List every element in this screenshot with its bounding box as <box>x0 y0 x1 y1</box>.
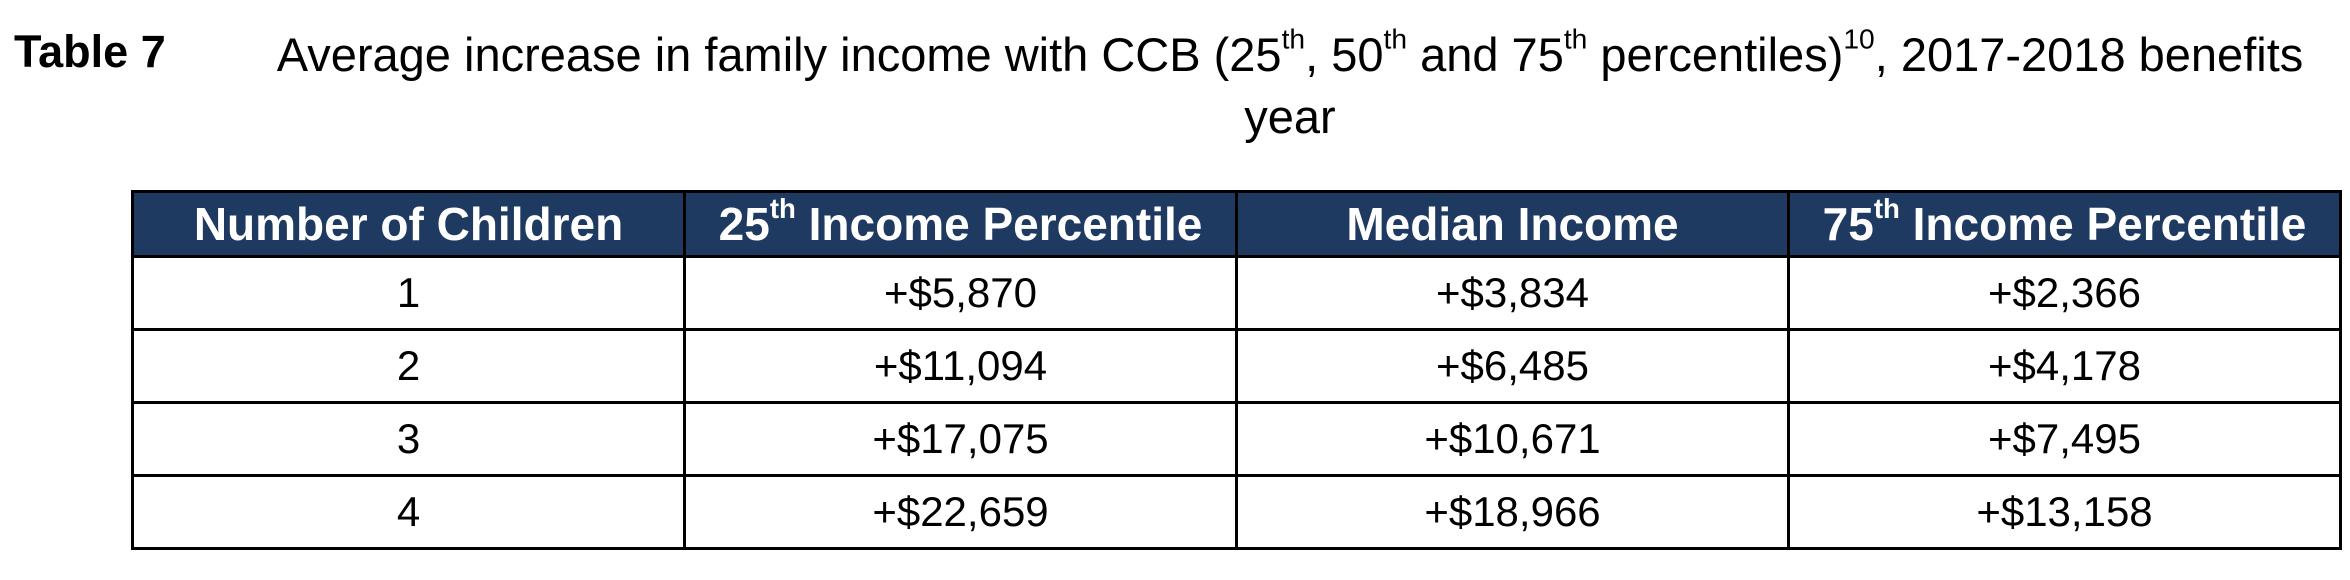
cell-75th-percentile: +$4,178 <box>1787 328 2342 404</box>
cell-75th-percentile: +$13,158 <box>1787 474 2342 550</box>
table-row: 2 +$11,094 +$6,485 +$4,178 <box>131 328 2342 404</box>
table-row: 4 +$22,659 +$18,966 +$13,158 <box>131 474 2342 550</box>
cell-median: +$3,834 <box>1235 255 1790 331</box>
cell-25th-percentile: +$22,659 <box>683 474 1238 550</box>
header-text: 75 <box>1822 198 1874 250</box>
title-text-2: , 50 <box>1305 28 1384 81</box>
cell-median: +$18,966 <box>1235 474 1790 550</box>
table-number-label: Table 7 <box>14 26 166 77</box>
header-25th-percentile: 25th Income Percentile <box>683 190 1238 258</box>
table-title: Average increase in family income with C… <box>240 24 2340 148</box>
title-text-3: and 75 <box>1407 28 1564 81</box>
header-text: 25 <box>718 198 770 250</box>
cell-75th-percentile: +$7,495 <box>1787 401 2342 477</box>
title-sup-2: th <box>1383 22 1408 55</box>
header-text: Median Income <box>1346 198 1679 250</box>
header-median-income: Median Income <box>1235 190 1790 258</box>
cell-25th-percentile: +$11,094 <box>683 328 1238 404</box>
title-sup-1: th <box>1281 22 1306 55</box>
cell-children: 2 <box>131 328 686 404</box>
table-row: 1 +$5,870 +$3,834 +$2,366 <box>131 255 2342 331</box>
title-sup-3: th <box>1563 22 1588 55</box>
cell-children: 3 <box>131 401 686 477</box>
header-number-of-children: Number of Children <box>131 190 686 258</box>
header-text-rest: Income Percentile <box>795 198 1203 250</box>
cell-75th-percentile: +$2,366 <box>1787 255 2342 331</box>
table-caption: Table 7 Average increase in family incom… <box>0 14 2350 144</box>
header-sup: th <box>769 192 796 224</box>
cell-25th-percentile: +$5,870 <box>683 255 1238 331</box>
title-text-1: Average increase in family income with C… <box>276 28 1282 81</box>
header-text-rest: Income Percentile <box>1899 198 2307 250</box>
table-header-row: Number of Children 25th Income Percentil… <box>131 190 2342 258</box>
header-text: Number of Children <box>193 198 624 250</box>
cell-children: 1 <box>131 255 686 331</box>
income-increase-table: Number of Children 25th Income Percentil… <box>131 190 2342 550</box>
table-row: 3 +$17,075 +$10,671 +$7,495 <box>131 401 2342 477</box>
cell-25th-percentile: +$17,075 <box>683 401 1238 477</box>
title-text-5: , 2017-2018 benefits year <box>1244 28 2304 143</box>
title-text-4: percentiles) <box>1587 28 1844 81</box>
cell-median: +$10,671 <box>1235 401 1790 477</box>
footnote-reference: 10 <box>1843 22 1875 55</box>
header-75th-percentile: 75th Income Percentile <box>1787 190 2342 258</box>
cell-median: +$6,485 <box>1235 328 1790 404</box>
header-sup: th <box>1873 192 1900 224</box>
cell-children: 4 <box>131 474 686 550</box>
